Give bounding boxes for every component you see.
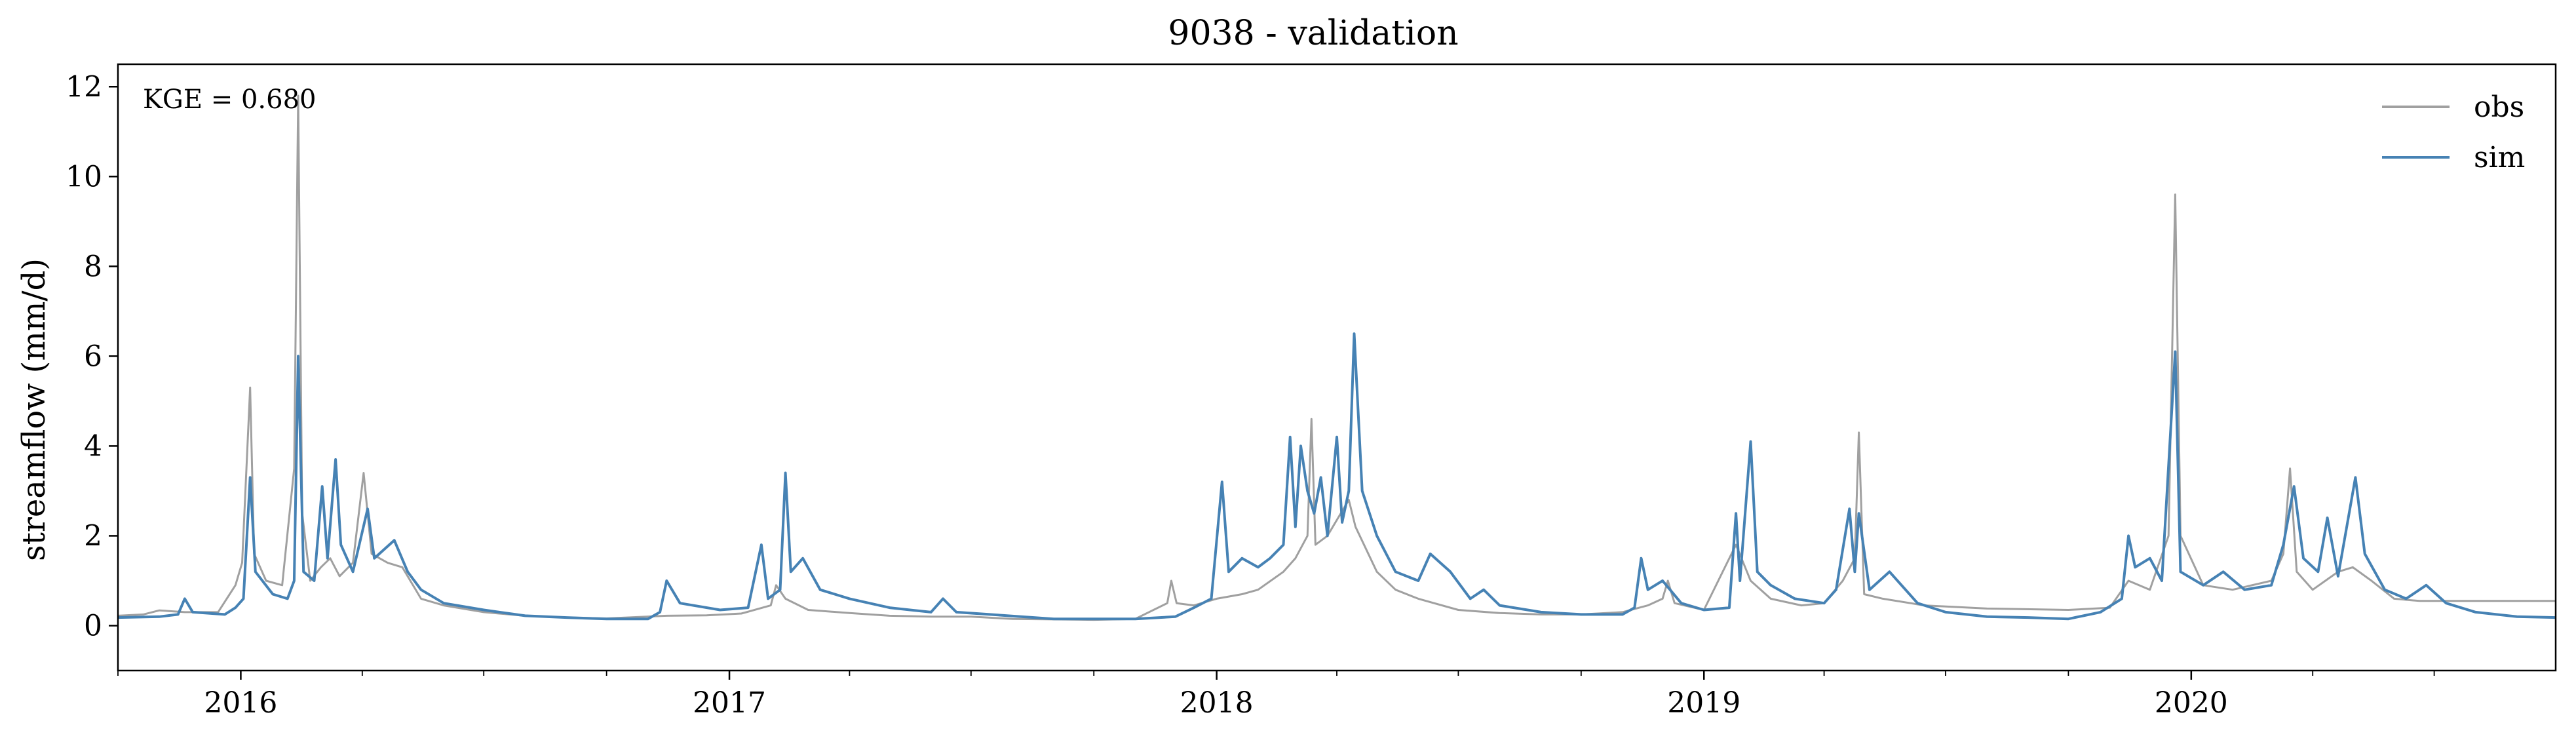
x-tick-label: 2016 [204, 686, 277, 720]
y-tick-label: 0 [84, 609, 102, 642]
legend-sim-label: sim [2474, 141, 2525, 174]
y-tick-label: 4 [84, 429, 102, 463]
x-tick-label: 2017 [693, 686, 766, 720]
y-tick-label: 10 [66, 160, 102, 193]
x-tick-label: 2020 [2155, 686, 2228, 720]
y-tick-label: 8 [84, 250, 102, 283]
series-line-sim [117, 332, 2556, 621]
y-axis: 0 2 4 6 8 10 12 [66, 70, 118, 642]
kge-annotation: KGE = 0.680 [143, 85, 317, 115]
y-axis-label: streamflow (mm/d) [16, 258, 52, 561]
x-tick-label: 2019 [1667, 686, 1740, 720]
x-axis: 2016 2017 2018 2019 2020 [117, 671, 2435, 720]
y-tick-label: 6 [84, 340, 102, 373]
series-line-obs [117, 94, 2556, 621]
series-layer [117, 94, 2556, 621]
y-tick-label: 12 [66, 70, 102, 104]
legend-obs-label: obs [2474, 90, 2524, 124]
plot-frame [117, 63, 2557, 672]
plot-area: 0 2 4 6 8 10 12 2016 2017 2018 2019 2020 [66, 63, 2557, 720]
chart-title: 9038 - validation [1168, 14, 1458, 53]
y-tick-label: 2 [84, 519, 102, 553]
legend: obs sim [2382, 90, 2525, 174]
x-tick-label: 2018 [1180, 686, 1254, 720]
